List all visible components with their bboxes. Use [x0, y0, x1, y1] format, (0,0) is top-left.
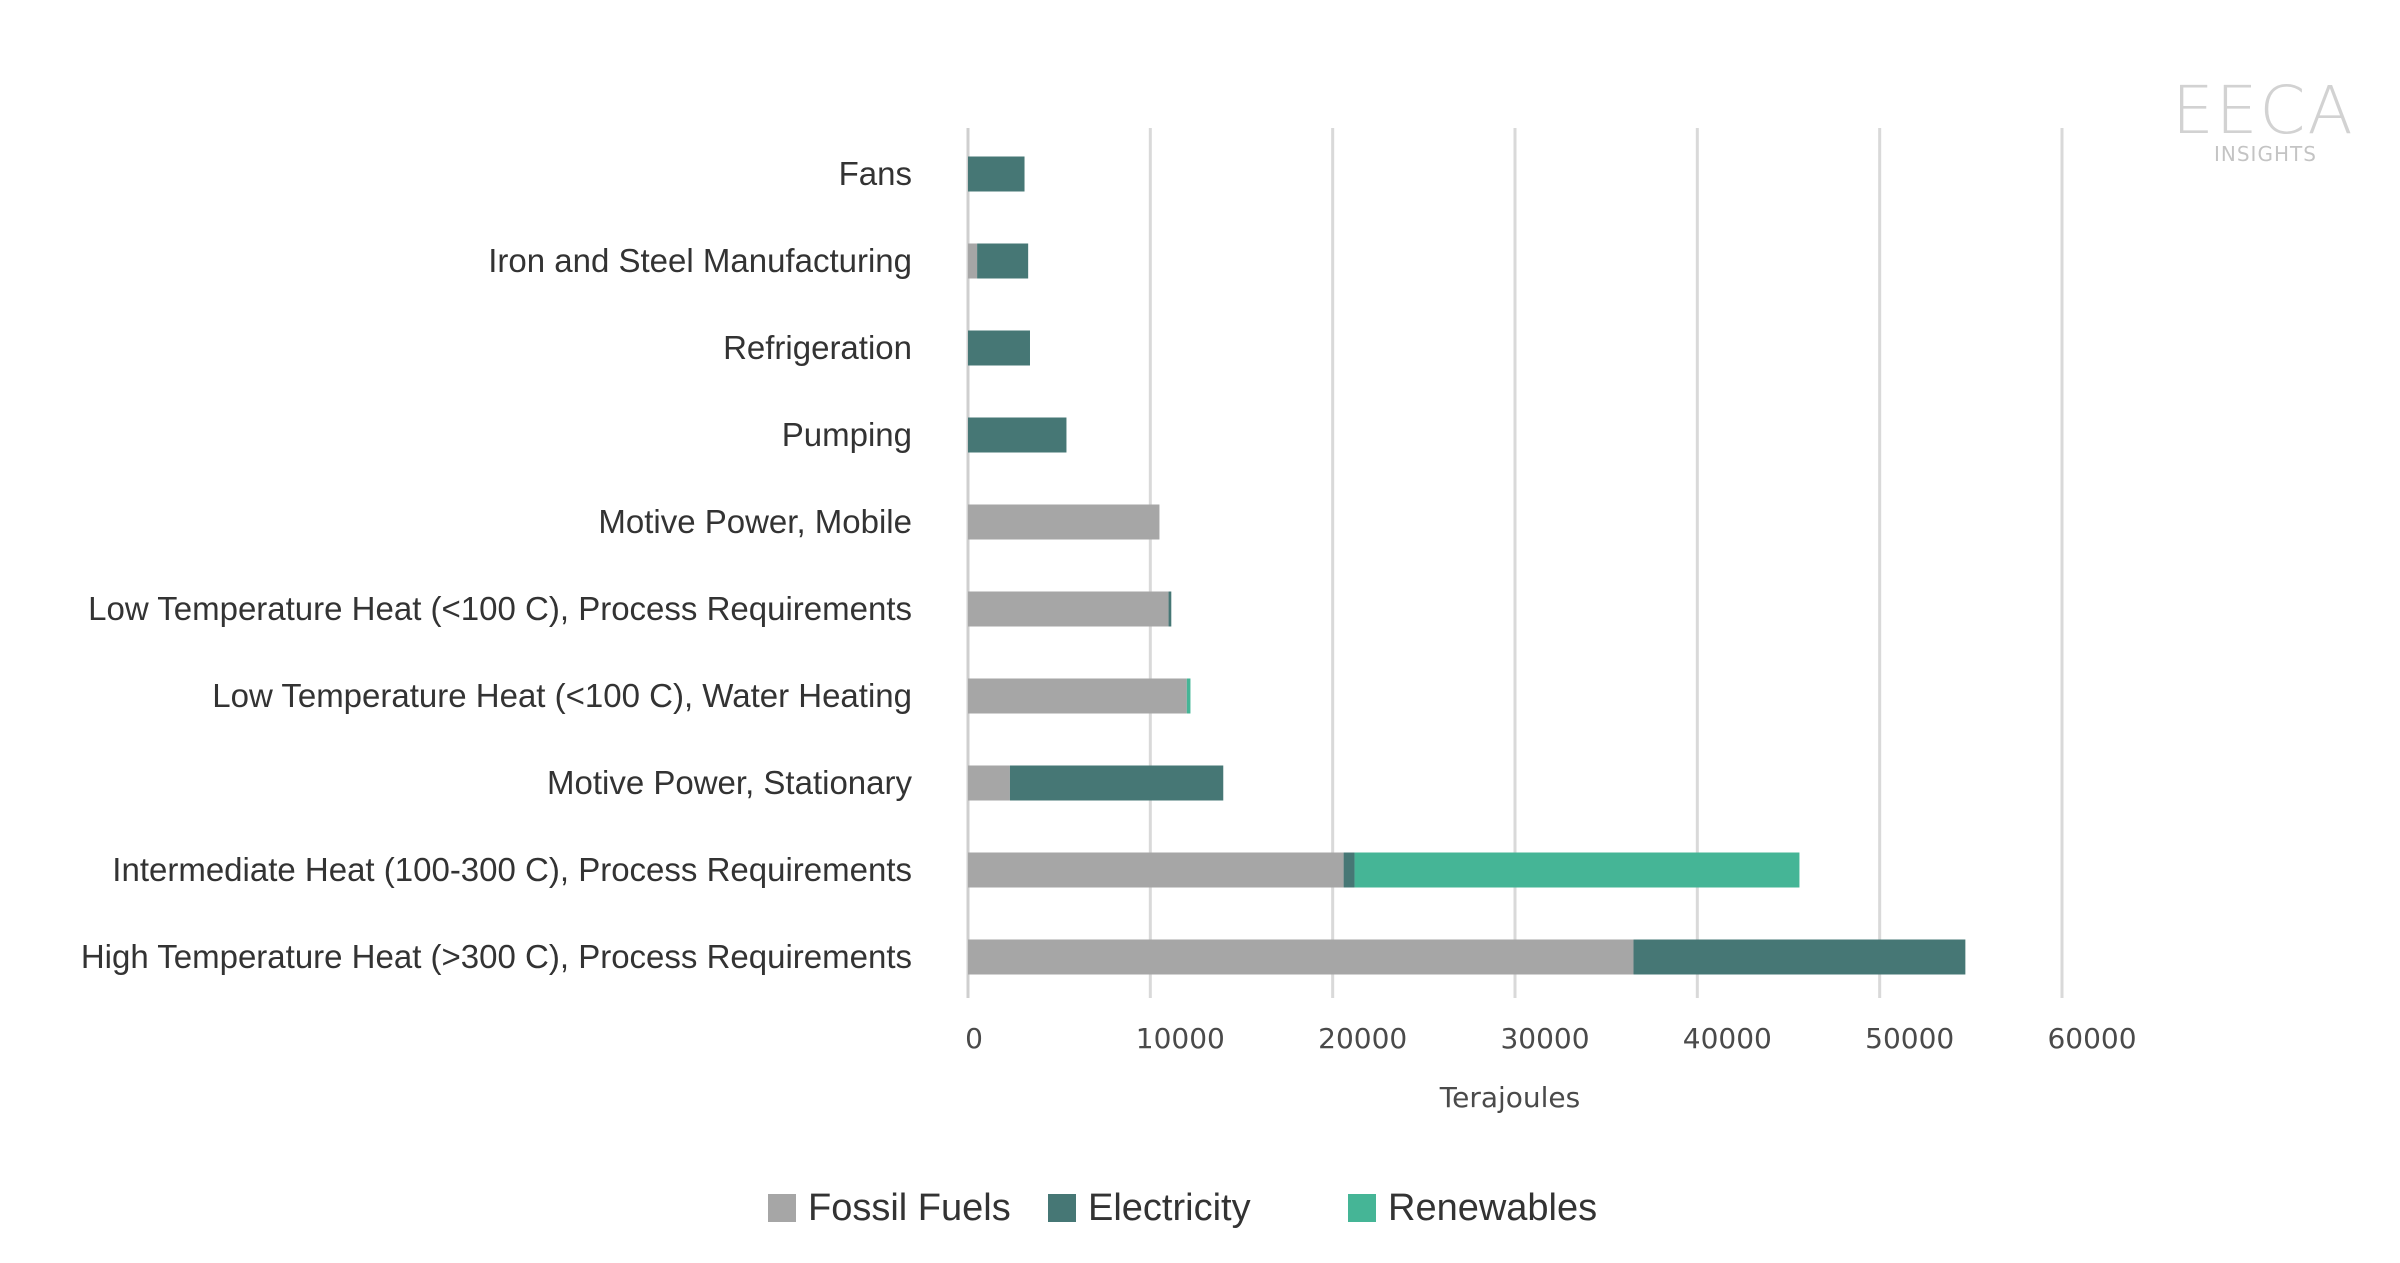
legend-label-renewables: Renewables — [1388, 1186, 1598, 1229]
category-label: Motive Power, Mobile — [598, 503, 912, 540]
x-tick-label: 30000 — [1500, 1022, 1589, 1055]
logo-subtitle: INSIGHTS — [2214, 142, 2317, 166]
bar-segment-renewables — [1354, 852, 1800, 888]
bar-segment-electricity — [968, 156, 1025, 192]
category-label: Pumping — [782, 416, 912, 453]
x-tick-labels: 0 10000 20000 30000 40000 50000 60000 — [965, 1022, 2136, 1055]
legend-label-electricity: Electricity — [1088, 1186, 1251, 1229]
category-label: Motive Power, Stationary — [547, 764, 912, 801]
logo-wordmark: EECA — [2172, 72, 2355, 149]
gridlines — [966, 128, 2064, 998]
legend-item-fossil-fuels: Fossil Fuels — [768, 1180, 1011, 1236]
category-label: Intermediate Heat (100-300 C), Process R… — [112, 851, 912, 888]
legend-swatch-renewables — [1348, 1194, 1376, 1222]
bar-segment-electricity — [977, 243, 1029, 279]
x-tick-label: 0 — [965, 1022, 983, 1055]
x-tick-label: 60000 — [2047, 1022, 2136, 1055]
bar-segment-fossil-fuels — [968, 591, 1169, 627]
legend: Fossil Fuels Electricity Renewables — [0, 1180, 2400, 1236]
bar-segment-electricity — [1168, 591, 1172, 627]
x-tick-label: 40000 — [1683, 1022, 1772, 1055]
category-label: Fans — [839, 155, 912, 192]
bar-segment-fossil-fuels — [968, 939, 1634, 975]
legend-label-fossil-fuels: Fossil Fuels — [808, 1186, 1011, 1229]
bar-segment-fossil-fuels — [968, 243, 978, 279]
category-label: Refrigeration — [723, 329, 912, 366]
legend-swatch-fossil-fuels — [768, 1194, 796, 1222]
legend-swatch-electricity — [1048, 1194, 1076, 1222]
category-label: Low Temperature Heat (<100 C), Process R… — [88, 590, 912, 627]
x-tick-label: 20000 — [1318, 1022, 1407, 1055]
category-label: Iron and Steel Manufacturing — [488, 242, 912, 279]
category-label: Low Temperature Heat (<100 C), Water Hea… — [212, 677, 912, 714]
eeca-insights-logo: EECA INSIGHTS — [2160, 78, 2360, 170]
bar-segment-electricity — [968, 330, 1030, 366]
legend-item-renewables: Renewables — [1348, 1180, 1597, 1236]
x-tick-label: 10000 — [1136, 1022, 1225, 1055]
x-axis-title: Terajoules — [1439, 1081, 1581, 1114]
x-tick-label: 50000 — [1865, 1022, 1954, 1055]
category-labels: Fans Iron and Steel Manufacturing Refriger… — [81, 155, 913, 975]
bar-segment-fossil-fuels — [968, 852, 1344, 888]
legend-item-electricity: Electricity — [1048, 1180, 1251, 1236]
bar-segment-electricity — [1009, 765, 1224, 801]
bar-segment-fossil-fuels — [968, 765, 1010, 801]
bar-segment-renewables — [1186, 678, 1191, 714]
bar-segment-fossil-fuels — [968, 504, 1160, 540]
bars — [968, 156, 1966, 975]
bar-segment-electricity — [1343, 852, 1355, 888]
bar-segment-electricity — [1633, 939, 1966, 975]
category-label: High Temperature Heat (>300 C), Process … — [81, 938, 912, 975]
bar-segment-fossil-fuels — [968, 678, 1187, 714]
bar-segment-electricity — [968, 417, 1067, 453]
